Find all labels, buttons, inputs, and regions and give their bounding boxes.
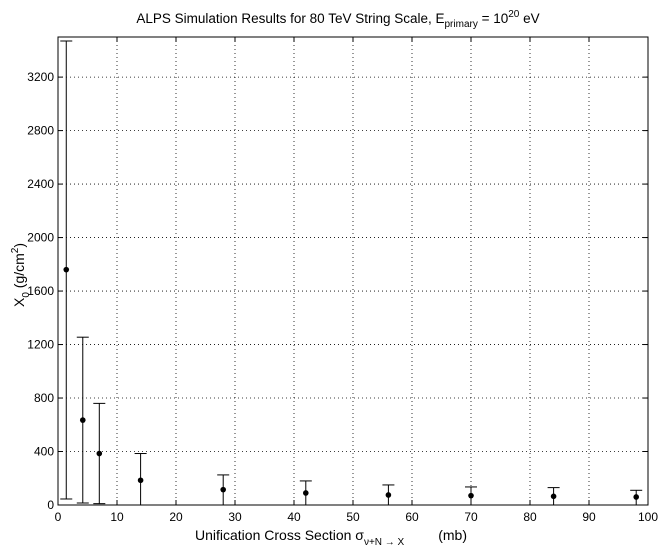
y-tick-label: 1200: [27, 338, 54, 352]
axis-ticks: [57, 37, 649, 506]
data-point: [220, 486, 226, 493]
ylabel-close: ): [11, 243, 27, 248]
x-tick-label: 40: [287, 510, 301, 524]
data-point: [633, 494, 639, 500]
error-bars: [60, 40, 643, 506]
x-tick-label: 60: [405, 510, 419, 524]
title-main: ALPS Simulation Results for 80 TeV Strin…: [136, 11, 444, 26]
x-tick-label: 10: [110, 510, 124, 524]
data-point: [385, 492, 392, 498]
x-tick-label: 30: [228, 510, 242, 524]
x-tick-label: 20: [169, 510, 183, 524]
data-point: [96, 450, 103, 457]
x-tick-label: 70: [464, 510, 478, 524]
y-tick-label: 1600: [27, 284, 54, 298]
data-points: [63, 266, 639, 500]
x-axis-label: Unification Cross Section σν+N → X (mb): [195, 527, 467, 548]
title-subscript: primary: [445, 19, 478, 30]
plot-frame: [57, 36, 649, 506]
y-tick-label: 3200: [27, 70, 54, 84]
x-tick-label: 90: [582, 510, 596, 524]
xlabel-unit: (mb): [438, 527, 467, 543]
y-tick-label: 800: [34, 391, 54, 405]
title-tail: eV: [519, 11, 539, 26]
data-point: [137, 477, 144, 484]
y-tick-label: 2000: [27, 231, 54, 245]
ylabel-units: (g/cm: [11, 253, 27, 292]
xlabel-main: Unification Cross Section σ: [195, 527, 364, 543]
data-point: [468, 492, 474, 499]
y-tick-labels: 0 400 800 1200 1600 2000 2400 2800 3200: [27, 70, 54, 512]
y-tick-label: 2400: [27, 177, 54, 191]
xlabel-subscript: ν+N → X: [364, 537, 405, 548]
x-tick-label: 0: [55, 510, 62, 524]
title-equals: = 10: [478, 11, 508, 26]
x-tick-label: 100: [638, 510, 658, 524]
data-point: [79, 417, 86, 423]
x-tick-labels: 0 10 20 30 40 50 60 70 80 90 100: [55, 510, 659, 524]
grid: [58, 37, 648, 505]
y-axis-label: X0 (g/cm2): [10, 243, 32, 307]
data-point: [303, 490, 309, 496]
title-superscript: 20: [508, 9, 520, 20]
data-point: [550, 493, 557, 500]
x-tick-label: 80: [523, 510, 537, 524]
y-tick-label: 400: [34, 445, 54, 459]
data-point: [63, 266, 70, 273]
ylabel-superscript: 2: [10, 247, 21, 253]
ylabel-main: X: [11, 297, 27, 307]
chart-title: ALPS Simulation Results for 80 TeV Strin…: [136, 9, 539, 30]
y-tick-label: 2800: [27, 124, 54, 138]
ylabel-subscript: 0: [21, 292, 32, 298]
y-tick-label: 0: [47, 498, 54, 512]
x-tick-label: 50: [346, 510, 360, 524]
